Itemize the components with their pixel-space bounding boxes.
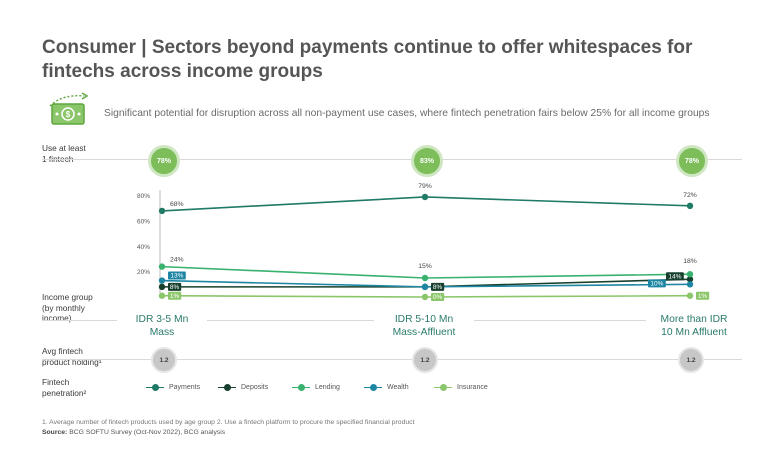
legend-item-payments: Payments bbox=[146, 383, 200, 391]
data-point-wealth bbox=[158, 277, 166, 284]
legend-swatch-insurance bbox=[434, 383, 452, 391]
data-point-wealth bbox=[421, 283, 429, 291]
footnote: 1. Average number of fintech products us… bbox=[42, 419, 415, 426]
avg-holding-circle-mass: 1.2 bbox=[151, 347, 177, 373]
data-point-deposits bbox=[158, 283, 166, 291]
data-label-deposits: 8% bbox=[433, 284, 443, 291]
y-tick-label: 20% bbox=[137, 269, 150, 276]
money-growth-icon: $ bbox=[49, 92, 89, 125]
data-point-insurance bbox=[158, 292, 166, 299]
legend-label-lending: Lending bbox=[315, 383, 340, 391]
data-label-deposits: 8% bbox=[170, 284, 180, 291]
y-tick-label: 80% bbox=[137, 193, 150, 200]
data-label-bg-deposits bbox=[431, 282, 445, 291]
legend-item-wealth: Wealth bbox=[364, 383, 409, 391]
data-label-bg-wealth bbox=[168, 271, 186, 280]
data-label-bg-wealth bbox=[648, 279, 666, 288]
legend-item-lending: Lending bbox=[292, 383, 340, 391]
y-tick-label: 60% bbox=[137, 219, 150, 226]
avg-holding-circle-affluent: 1.2 bbox=[678, 347, 704, 373]
data-label-bg-insurance bbox=[431, 293, 445, 301]
data-point-payments bbox=[158, 207, 166, 215]
data-point-lending bbox=[158, 263, 166, 270]
legend-label-deposits: Deposits bbox=[241, 383, 269, 391]
svg-text:$: $ bbox=[66, 110, 71, 119]
data-point-deposits bbox=[686, 276, 694, 283]
data-label-wealth: 13% bbox=[170, 273, 183, 280]
data-label-payments: 68% bbox=[170, 201, 184, 208]
data-label-lending: 24% bbox=[170, 257, 184, 264]
penetration-label: Fintech penetration² bbox=[42, 377, 87, 398]
data-point-wealth bbox=[686, 281, 694, 288]
data-point-lending bbox=[686, 271, 694, 278]
legend-label-insurance: Insurance bbox=[457, 383, 488, 391]
legend-swatch-lending bbox=[292, 383, 310, 391]
use-fintech-circle-affluent: 78% bbox=[676, 145, 708, 177]
use-fintech-divider bbox=[42, 159, 742, 160]
data-point-insurance bbox=[686, 292, 694, 299]
legend-swatch-deposits bbox=[218, 383, 236, 391]
data-point-lending bbox=[421, 274, 429, 282]
page-title: Consumer | Sectors beyond payments conti… bbox=[42, 37, 693, 82]
use-fintech-circle-mass: 78% bbox=[148, 145, 180, 177]
legend-swatch-wealth bbox=[364, 383, 382, 391]
legend-item-insurance: Insurance bbox=[434, 383, 488, 391]
use-fintech-circle-mass-affluent: 83% bbox=[411, 145, 443, 177]
data-label-insurance: 1% bbox=[170, 293, 180, 300]
avg-holding-circle-mass-affluent: 1.2 bbox=[412, 347, 438, 373]
data-label-lending: 15% bbox=[418, 263, 432, 270]
data-point-payments bbox=[421, 193, 429, 201]
subtitle: Significant potential for disruption acr… bbox=[104, 108, 710, 119]
category-label-mass-affluent: IDR 5-10 Mn Mass-Affluent bbox=[374, 313, 474, 339]
source: Source: BCG SOFTU Survey (Oct-Nov 2022),… bbox=[42, 429, 226, 436]
data-label-payments: 72% bbox=[683, 192, 697, 199]
legend-swatch-payments bbox=[146, 383, 164, 391]
avg-holding-label: Avg fintech product holding¹ bbox=[42, 346, 102, 367]
data-label-payments: 79% bbox=[418, 183, 432, 190]
legend-item-deposits: Deposits bbox=[218, 383, 268, 391]
legend-label-payments: Payments bbox=[169, 383, 201, 391]
data-label-bg-insurance bbox=[696, 291, 710, 300]
data-label-wealth: 10% bbox=[650, 281, 663, 288]
category-label-affluent: More than IDR 10 Mn Affluent bbox=[646, 313, 742, 339]
data-label-bg-deposits bbox=[666, 272, 684, 281]
y-tick-label: 40% bbox=[137, 244, 150, 251]
data-label-bg-insurance bbox=[168, 291, 182, 300]
income-group-label: Income group (by monthly income) bbox=[42, 292, 93, 323]
data-label-insurance: 1% bbox=[698, 293, 708, 300]
data-point-payments bbox=[686, 202, 694, 210]
data-point-insurance bbox=[421, 293, 429, 301]
use-fintech-label: Use at least 1 fintech bbox=[42, 143, 86, 164]
data-label-lending: 18% bbox=[683, 258, 697, 265]
data-label-bg-deposits bbox=[168, 282, 182, 291]
data-label-deposits: 14% bbox=[668, 273, 681, 280]
category-label-mass: IDR 3-5 Mn Mass bbox=[117, 313, 207, 339]
legend-label-wealth: Wealth bbox=[387, 383, 409, 391]
data-label-insurance: 0% bbox=[433, 294, 443, 301]
avg-holding-divider bbox=[42, 359, 742, 360]
